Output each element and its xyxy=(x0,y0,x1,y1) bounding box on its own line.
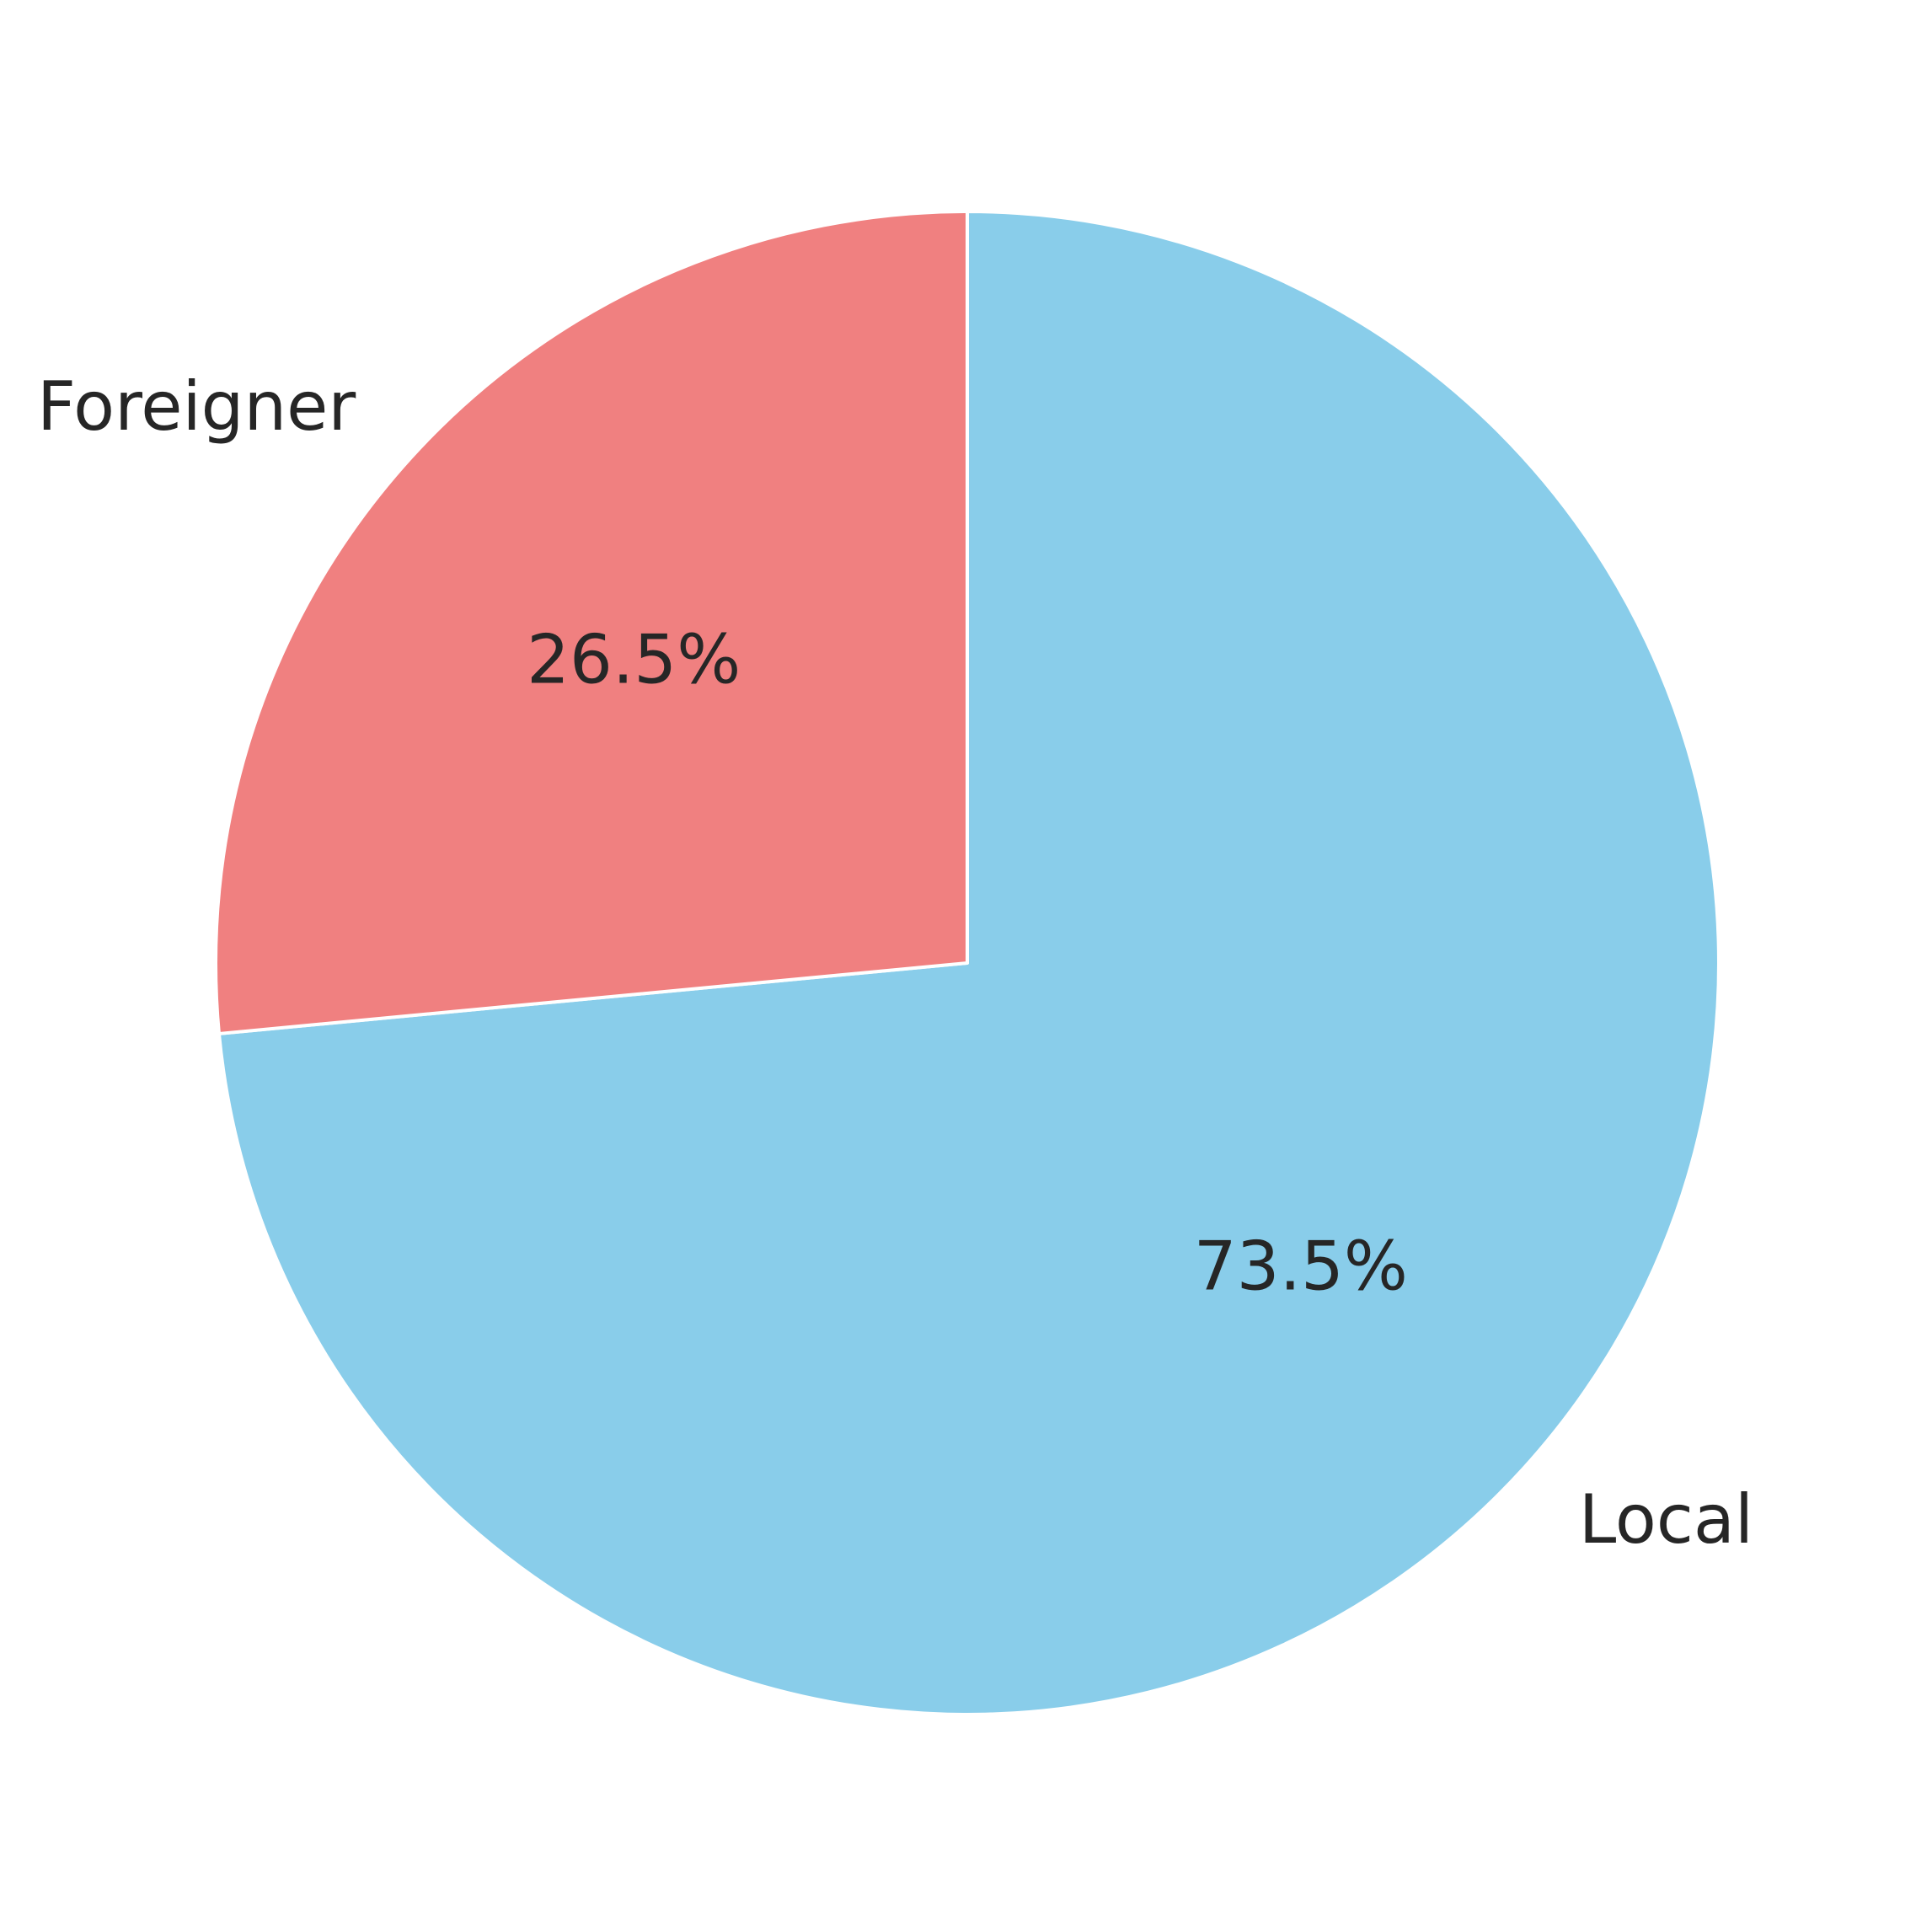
pct-label-local: 73.5% xyxy=(1194,1228,1408,1306)
pct-label-foreigner: 26.5% xyxy=(527,620,741,698)
pie-slice-foreigner xyxy=(214,210,969,1035)
pie-labels: 73.5% Local 26.5% Foreigner xyxy=(37,367,1753,1559)
pie-slices xyxy=(214,210,1721,1716)
slice-label-local: Local xyxy=(1579,1480,1753,1559)
slice-label-foreigner: Foreigner xyxy=(37,367,356,446)
